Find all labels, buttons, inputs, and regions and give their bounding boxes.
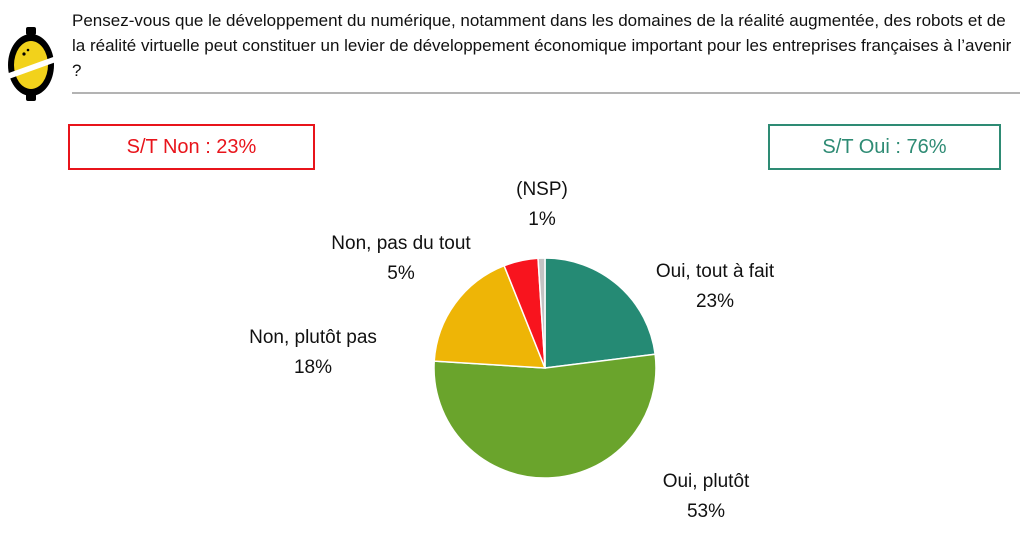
slice-value-label: 53% <box>687 501 725 522</box>
slice-value-label: 1% <box>528 209 556 230</box>
slice-value-label: 5% <box>387 263 415 284</box>
slice-value-label: 23% <box>696 291 734 312</box>
header-divider <box>72 92 1020 94</box>
survey-question: Pensez-vous que le développement du numé… <box>72 11 1012 80</box>
slice-label: Non, pas du tout <box>331 233 471 254</box>
summary-non-box: S/T Non : 23% <box>68 124 315 170</box>
lemon-logo-icon <box>6 27 56 101</box>
summary-oui-box: S/T Oui : 76% <box>768 124 1001 170</box>
pie-slice-2 <box>433 353 657 479</box>
slice-label: Oui, plutôt <box>663 471 750 492</box>
pie-slice-5 <box>537 257 546 369</box>
pie-slice-1 <box>544 257 656 369</box>
slice-label: (NSP) <box>516 179 568 200</box>
slice-value-label: 18% <box>294 357 332 378</box>
pie-slice-3 <box>433 264 547 369</box>
slice-label: Non, plutôt pas <box>249 327 377 348</box>
slice-label: Oui, tout à fait <box>656 261 775 282</box>
